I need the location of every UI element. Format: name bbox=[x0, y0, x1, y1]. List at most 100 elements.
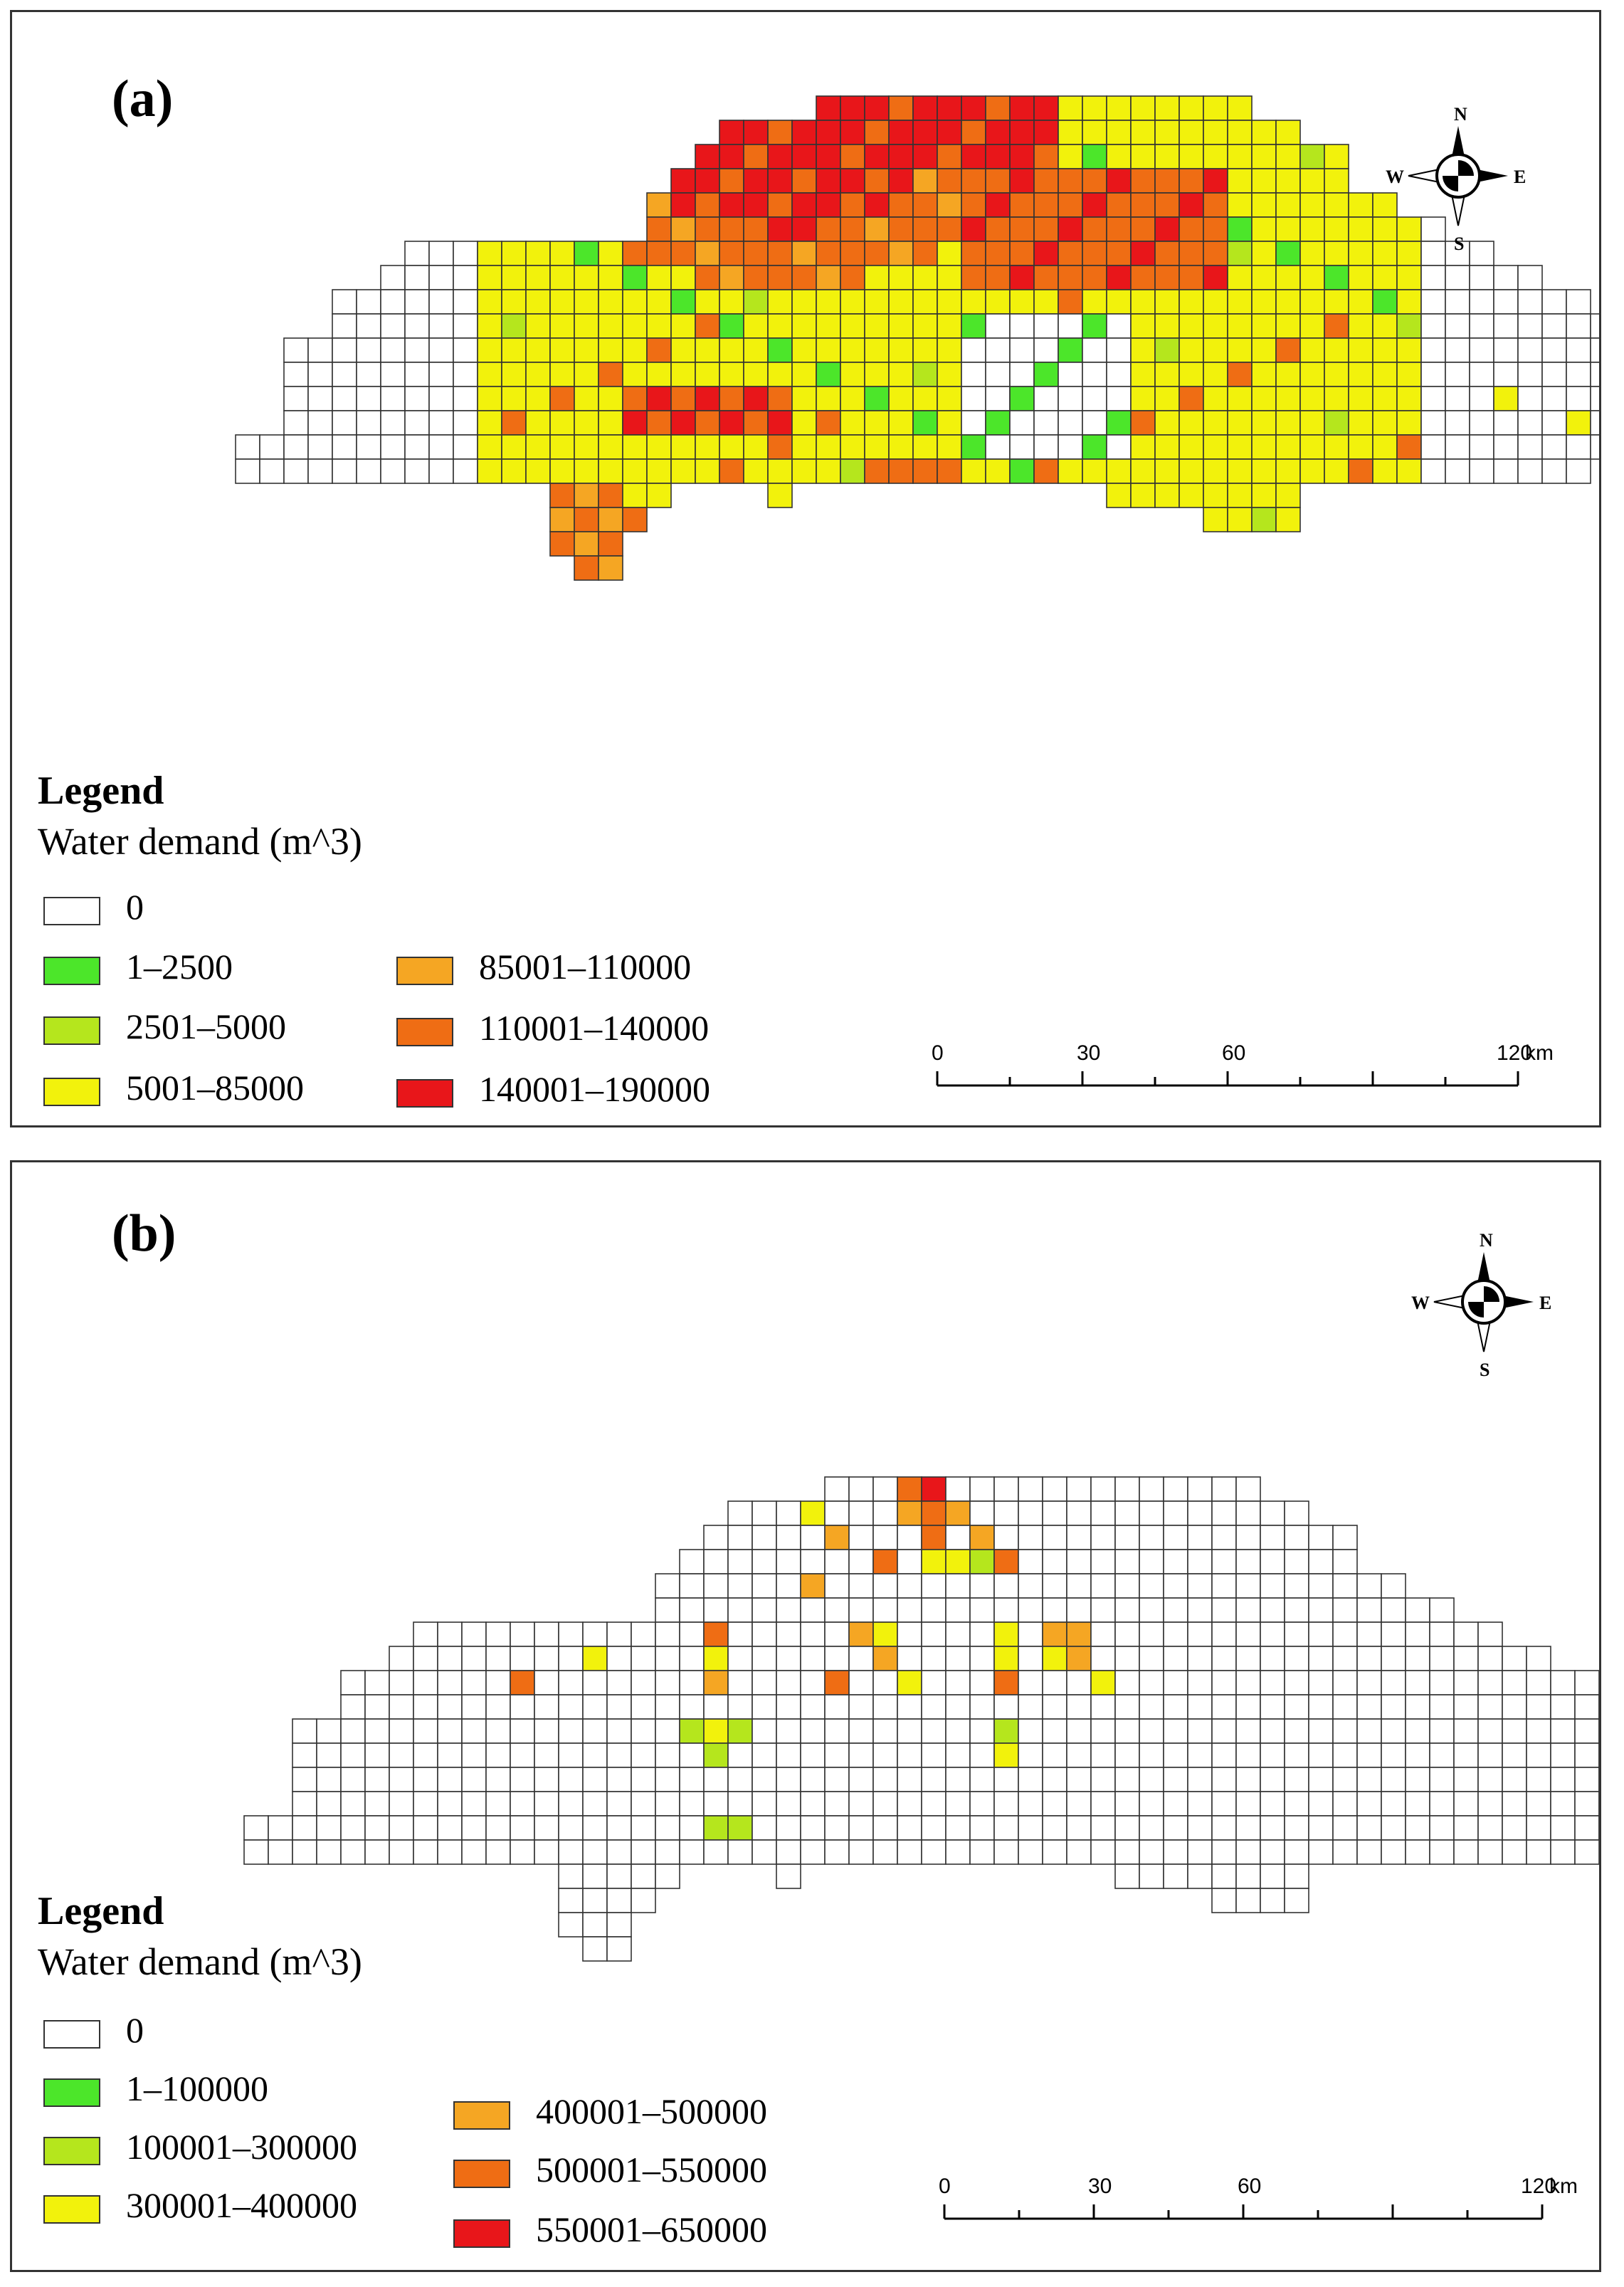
grid-cell bbox=[961, 362, 986, 387]
grid-cell bbox=[606, 1646, 632, 1671]
grid-cell bbox=[364, 1767, 390, 1792]
grid-cell bbox=[937, 120, 962, 145]
grid-cell bbox=[945, 1573, 971, 1599]
grid-cell bbox=[1082, 458, 1107, 484]
grid-cell bbox=[340, 1670, 366, 1695]
grid-cell bbox=[840, 168, 865, 194]
grid-cell bbox=[1090, 1573, 1116, 1599]
grid-cell bbox=[364, 1839, 390, 1865]
grid-cell bbox=[631, 1646, 656, 1671]
grid-cell bbox=[969, 1767, 995, 1792]
grid-cell bbox=[1308, 1767, 1334, 1792]
grid-cell bbox=[1429, 1815, 1455, 1841]
grid-cell bbox=[1211, 1525, 1237, 1550]
grid-cell bbox=[292, 1767, 317, 1792]
grid-cell bbox=[1477, 1815, 1503, 1841]
grid-cell bbox=[307, 386, 333, 411]
grid-cell bbox=[485, 1694, 511, 1720]
grid-cell bbox=[1420, 241, 1446, 266]
grid-cell bbox=[1082, 120, 1107, 145]
grid-cell bbox=[743, 458, 769, 484]
grid-cell bbox=[743, 216, 769, 242]
grid-cell bbox=[767, 362, 793, 387]
grid-cell bbox=[1082, 410, 1107, 436]
grid-cell bbox=[1154, 192, 1180, 218]
grid-cell bbox=[897, 1839, 922, 1865]
grid-cell bbox=[985, 216, 1011, 242]
grid-cell bbox=[477, 362, 502, 387]
grid-cell bbox=[1163, 1646, 1188, 1671]
grid-cell bbox=[1009, 410, 1035, 436]
grid-cell bbox=[1106, 241, 1132, 266]
grid-cell bbox=[670, 192, 696, 218]
grid-cell bbox=[1130, 192, 1156, 218]
grid-cell bbox=[1090, 1815, 1116, 1841]
grid-cell bbox=[719, 410, 744, 436]
grid-cell bbox=[1574, 1815, 1599, 1841]
grid-cell bbox=[670, 362, 696, 387]
grid-cell bbox=[1396, 216, 1422, 242]
grid-cell bbox=[1018, 1476, 1043, 1502]
grid-cell bbox=[413, 1646, 438, 1671]
grid-cell bbox=[380, 434, 406, 460]
grid-cell bbox=[1445, 458, 1470, 484]
grid-cell bbox=[679, 1815, 705, 1841]
grid-cell bbox=[1541, 337, 1567, 363]
grid-cell bbox=[993, 1791, 1019, 1817]
grid-cell bbox=[872, 1500, 898, 1526]
grid-cell bbox=[356, 458, 381, 484]
grid-cell bbox=[1299, 386, 1325, 411]
grid-cell bbox=[921, 1476, 947, 1502]
grid-cell bbox=[1018, 1621, 1043, 1647]
grid-cell bbox=[1396, 362, 1422, 387]
grid-cell bbox=[646, 265, 672, 290]
grid-cell bbox=[622, 386, 648, 411]
grid-cell bbox=[1018, 1742, 1043, 1768]
grid-cell bbox=[1469, 265, 1494, 290]
grid-cell bbox=[1187, 1597, 1213, 1623]
grid-cell bbox=[1154, 168, 1180, 194]
grid-cell bbox=[800, 1718, 826, 1744]
grid-cell bbox=[864, 192, 890, 218]
grid-cell bbox=[389, 1767, 414, 1792]
grid-cell bbox=[969, 1573, 995, 1599]
grid-cell bbox=[1324, 386, 1349, 411]
grid-cell bbox=[1324, 168, 1349, 194]
grid-cell bbox=[1018, 1791, 1043, 1817]
grid-cell bbox=[1154, 265, 1180, 290]
grid-cell bbox=[937, 337, 962, 363]
scale-unit: km bbox=[1549, 2175, 1578, 2198]
grid-cell bbox=[969, 1791, 995, 1817]
grid-cell bbox=[1179, 289, 1204, 315]
grid-cell bbox=[1502, 1718, 1527, 1744]
grid-cell bbox=[1130, 289, 1156, 315]
grid-cell bbox=[872, 1597, 898, 1623]
grid-cell bbox=[1299, 410, 1325, 436]
grid-cell bbox=[1590, 313, 1599, 339]
grid-cell bbox=[332, 410, 357, 436]
grid-cell bbox=[1066, 1767, 1092, 1792]
grid-cell bbox=[1227, 410, 1253, 436]
grid-cell bbox=[727, 1549, 753, 1574]
grid-cell bbox=[703, 1670, 729, 1695]
grid-cell bbox=[413, 1670, 438, 1695]
grid-cell bbox=[1090, 1621, 1116, 1647]
grid-cell bbox=[897, 1476, 922, 1502]
grid-cell bbox=[800, 1791, 826, 1817]
grid-cell bbox=[646, 337, 672, 363]
grid-cell bbox=[1260, 1742, 1285, 1768]
grid-cell bbox=[824, 1815, 850, 1841]
grid-cell bbox=[332, 434, 357, 460]
grid-cell bbox=[1009, 144, 1035, 169]
grid-cell bbox=[389, 1670, 414, 1695]
legend-class: 85001–110000 bbox=[396, 946, 691, 987]
grid-cell bbox=[937, 313, 962, 339]
grid-cell bbox=[655, 1791, 680, 1817]
grid-cell bbox=[993, 1621, 1019, 1647]
grid-cell bbox=[1469, 458, 1494, 484]
grid-cell bbox=[1090, 1597, 1116, 1623]
grid-cell bbox=[1275, 265, 1301, 290]
grid-cell bbox=[413, 1718, 438, 1744]
grid-cell bbox=[1163, 1549, 1188, 1574]
grid-cell bbox=[1348, 410, 1373, 436]
